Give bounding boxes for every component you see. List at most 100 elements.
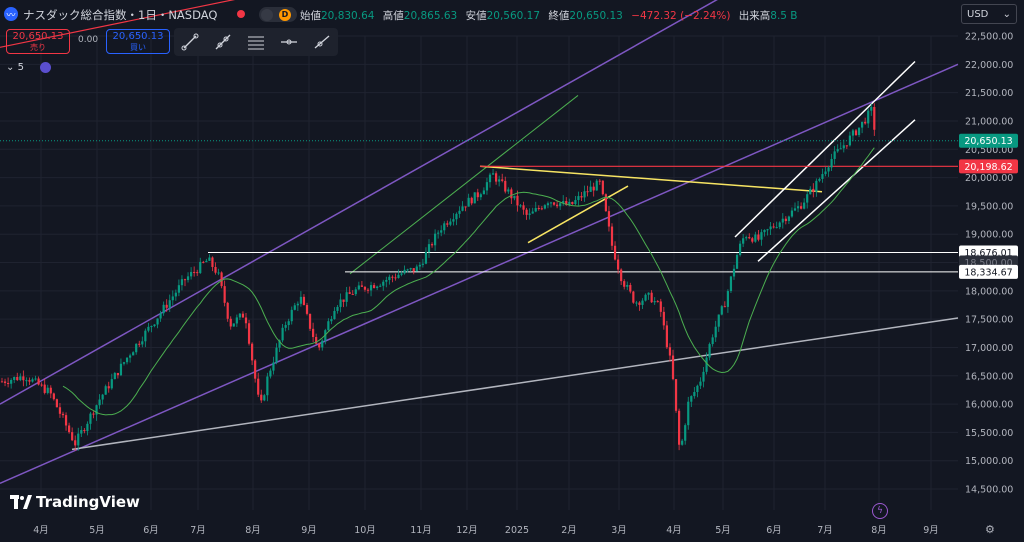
long-support-line[interactable] <box>71 317 959 451</box>
green-trend-line[interactable] <box>349 95 579 275</box>
candle-body <box>376 286 379 289</box>
candle-body <box>177 285 180 293</box>
white-channel-upper[interactable] <box>734 60 916 238</box>
y-tick-label: 20,500.00 <box>965 145 1013 156</box>
yellow-resistance-line[interactable] <box>479 165 823 193</box>
buy-button[interactable]: 20,650.13 買い <box>106 29 170 54</box>
candle-body <box>525 209 528 215</box>
sell-label: 売り <box>30 43 46 52</box>
candle-body <box>74 440 77 446</box>
candle-body <box>119 363 123 376</box>
candle-body <box>348 292 351 294</box>
candle-body <box>763 229 766 233</box>
y-tick-label: 21,000.00 <box>965 116 1013 127</box>
candle-body <box>482 190 485 195</box>
candle-body <box>37 378 40 385</box>
y-tick-label: 18,000.00 <box>965 286 1013 297</box>
candle-body <box>635 302 638 304</box>
candle-body <box>687 401 690 426</box>
ray-tool-icon[interactable] <box>212 31 234 53</box>
fib-tool-icon[interactable] <box>245 31 267 53</box>
candle-body <box>784 218 787 222</box>
candle-body <box>266 376 269 396</box>
candle-body <box>732 268 736 277</box>
candle-body <box>89 413 92 424</box>
candle-body <box>540 208 543 210</box>
horizontal-line-tool-icon[interactable] <box>278 31 300 53</box>
lightning-icon[interactable]: ϟ <box>872 503 888 519</box>
candle-body <box>345 292 348 302</box>
candle-body <box>559 203 562 207</box>
candle-body <box>870 106 873 111</box>
candle-body <box>434 233 437 246</box>
candle-body <box>641 300 644 305</box>
candle-body <box>333 310 336 320</box>
candle-body <box>135 343 138 353</box>
x-tick-label: 5月 <box>715 525 731 536</box>
candle-body <box>113 372 116 380</box>
candle-body <box>275 347 278 363</box>
candle-body <box>3 381 7 383</box>
candle-body <box>43 384 46 393</box>
candle-body <box>25 380 28 382</box>
candle-body <box>190 271 193 277</box>
candle-body <box>104 386 107 395</box>
candle-body <box>543 205 546 209</box>
candle-body <box>40 384 43 386</box>
candle-body <box>739 243 742 256</box>
candle-body <box>241 313 245 318</box>
indicators-toggle[interactable]: ⌄ 5 <box>6 62 24 73</box>
candle-body <box>681 440 684 445</box>
candle-body <box>77 433 80 446</box>
candle-body <box>702 371 705 382</box>
symbol-icon[interactable]: 〰 <box>4 7 18 21</box>
candle-body <box>153 324 156 327</box>
y-tick-label: 16,000.00 <box>965 400 1013 411</box>
symbol-title[interactable]: ナスダック総合指数・1日・NASDAQ <box>23 8 218 22</box>
candle-body <box>592 186 595 191</box>
candle-body <box>427 244 431 253</box>
candle-body <box>406 269 409 271</box>
candle-body <box>92 413 95 415</box>
candle-body <box>10 379 13 384</box>
gear-icon[interactable]: ⚙ <box>985 523 995 536</box>
currency-select[interactable]: USD ⌄ <box>961 4 1017 24</box>
x-tick-label: 12月 <box>456 525 478 536</box>
data-badge[interactable]: D <box>259 7 297 22</box>
extended-line-tool-icon[interactable] <box>311 31 333 53</box>
candle-body <box>424 252 428 264</box>
yellow-rising-line[interactable] <box>527 185 629 244</box>
candle-body <box>742 238 745 244</box>
candle-body <box>781 218 784 223</box>
channel-upper-line[interactable] <box>0 0 1024 405</box>
trendline-tool-icon[interactable] <box>179 31 201 53</box>
white-channel-lower[interactable] <box>757 119 916 262</box>
candle-body <box>71 432 74 441</box>
candle-body <box>699 381 702 386</box>
candle-body <box>220 272 223 287</box>
candle-body <box>659 301 662 312</box>
high-label: 高値 <box>382 10 404 22</box>
drawn-trendlines[interactable] <box>0 0 1024 485</box>
candle-body <box>690 396 693 402</box>
candle-body <box>287 321 290 326</box>
candle-body <box>150 326 153 328</box>
channel-lower-line[interactable] <box>0 63 959 485</box>
x-tick-label: 2025 <box>505 525 529 536</box>
x-tick-label: 9月 <box>923 525 939 536</box>
candle-body <box>534 208 537 212</box>
candle-body <box>766 229 769 231</box>
candle-body <box>824 171 827 175</box>
candle-body <box>52 393 55 400</box>
low-label: 安値 <box>465 10 487 22</box>
red-corner-line[interactable] <box>0 0 250 48</box>
candle-body <box>626 284 629 287</box>
candle-body <box>296 303 299 306</box>
candle-body <box>366 289 370 291</box>
candle-body <box>226 302 229 319</box>
candle-body <box>607 211 611 227</box>
indicator-icon[interactable] <box>40 62 51 73</box>
sell-button[interactable]: 20,650.13 売り <box>6 29 70 54</box>
candle-body <box>64 415 68 426</box>
